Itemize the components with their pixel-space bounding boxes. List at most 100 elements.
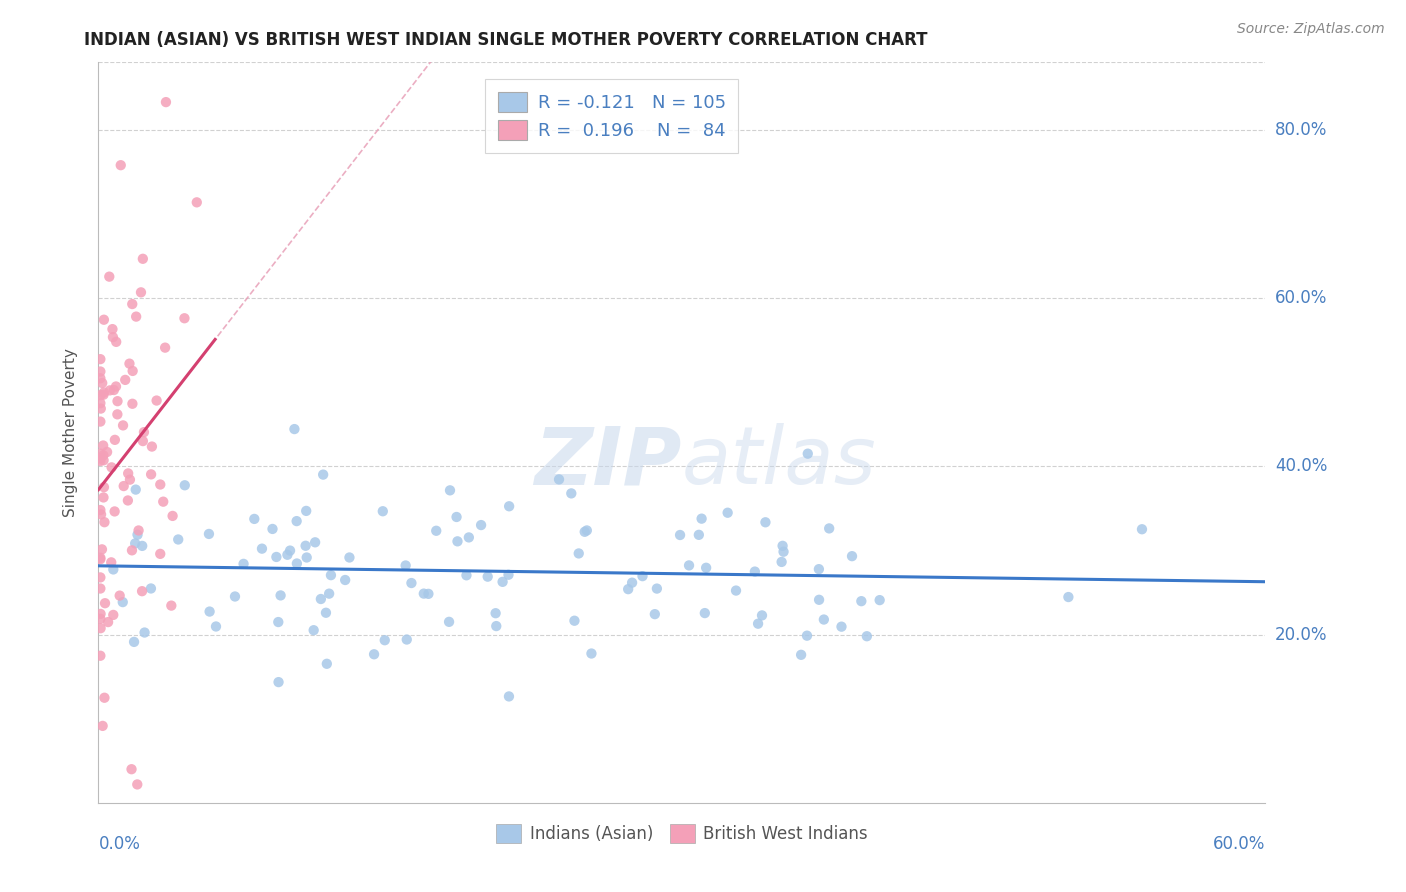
Point — [446, 510, 468, 524]
Point — [724, 583, 747, 598]
Point — [93, 385, 115, 400]
Point — [560, 486, 582, 500]
Point — [110, 158, 132, 172]
Point — [132, 252, 155, 266]
Point — [173, 311, 195, 326]
Point — [89, 388, 111, 402]
Point — [678, 558, 700, 573]
Point — [108, 589, 131, 603]
Point — [91, 438, 114, 452]
Point — [121, 397, 143, 411]
Point — [371, 504, 394, 518]
Point — [395, 558, 418, 573]
Point — [129, 285, 152, 300]
Point — [813, 613, 835, 627]
Text: INDIAN (ASIAN) VS BRITISH WEST INDIAN SINGLE MOTHER POVERTY CORRELATION CHART: INDIAN (ASIAN) VS BRITISH WEST INDIAN SI… — [84, 31, 928, 49]
Point — [139, 467, 162, 482]
Point — [96, 445, 118, 459]
Point — [250, 541, 273, 556]
Point — [93, 387, 115, 401]
Point — [186, 195, 208, 210]
Point — [89, 371, 111, 385]
Point — [717, 506, 740, 520]
Point — [89, 415, 111, 429]
Point — [90, 607, 112, 621]
Point — [232, 557, 254, 571]
Point — [851, 594, 873, 608]
Point — [97, 615, 120, 629]
Point — [312, 467, 335, 482]
Point — [93, 480, 115, 494]
Point — [93, 312, 115, 326]
Point — [89, 582, 111, 596]
Point — [485, 619, 508, 633]
Point — [111, 595, 134, 609]
Point — [89, 454, 111, 468]
Point — [669, 528, 692, 542]
Point — [446, 534, 468, 549]
Point — [1130, 522, 1153, 536]
Point — [315, 657, 337, 671]
Point — [94, 596, 117, 610]
Point — [751, 608, 773, 623]
Point — [315, 606, 337, 620]
Point — [363, 647, 385, 661]
Point — [91, 376, 114, 390]
Point — [621, 575, 644, 590]
Point — [224, 590, 246, 604]
Point — [103, 562, 125, 576]
Point — [266, 549, 288, 564]
Point — [318, 587, 340, 601]
Point — [304, 535, 326, 549]
Point — [770, 555, 793, 569]
Point — [568, 546, 591, 560]
Point — [267, 675, 290, 690]
Point — [155, 95, 177, 109]
Point — [401, 576, 423, 591]
Point — [149, 547, 172, 561]
Point — [439, 483, 461, 498]
Point — [167, 533, 190, 547]
Point — [121, 543, 143, 558]
Point — [491, 574, 513, 589]
Point — [141, 440, 163, 454]
Point — [98, 269, 121, 284]
Point — [117, 493, 139, 508]
Point — [132, 434, 155, 449]
Point — [121, 762, 143, 776]
Point — [90, 621, 112, 635]
Point — [437, 615, 460, 629]
Point — [132, 425, 155, 439]
Point — [89, 550, 111, 565]
Point — [89, 364, 111, 378]
Point — [205, 619, 228, 633]
Point — [333, 573, 356, 587]
Point — [103, 383, 125, 397]
Point — [90, 401, 112, 416]
Point — [425, 524, 447, 538]
Point — [295, 504, 318, 518]
Point — [693, 606, 716, 620]
Point — [564, 614, 586, 628]
Legend: Indians (Asian), British West Indians: Indians (Asian), British West Indians — [489, 817, 875, 850]
Point — [103, 607, 125, 622]
Point — [548, 472, 571, 486]
Text: 80.0%: 80.0% — [1275, 120, 1327, 139]
Point — [285, 557, 308, 571]
Point — [808, 592, 831, 607]
Text: atlas: atlas — [682, 423, 877, 501]
Text: 60.0%: 60.0% — [1275, 289, 1327, 307]
Point — [153, 341, 176, 355]
Point — [498, 500, 520, 514]
Point — [695, 561, 717, 575]
Text: 0.0%: 0.0% — [98, 835, 141, 853]
Point — [100, 460, 122, 475]
Point — [485, 606, 508, 620]
Point — [617, 582, 640, 596]
Point — [278, 543, 301, 558]
Point — [121, 364, 143, 378]
Point — [498, 567, 520, 582]
Point — [645, 582, 668, 596]
Point — [105, 408, 128, 422]
Point — [134, 625, 156, 640]
